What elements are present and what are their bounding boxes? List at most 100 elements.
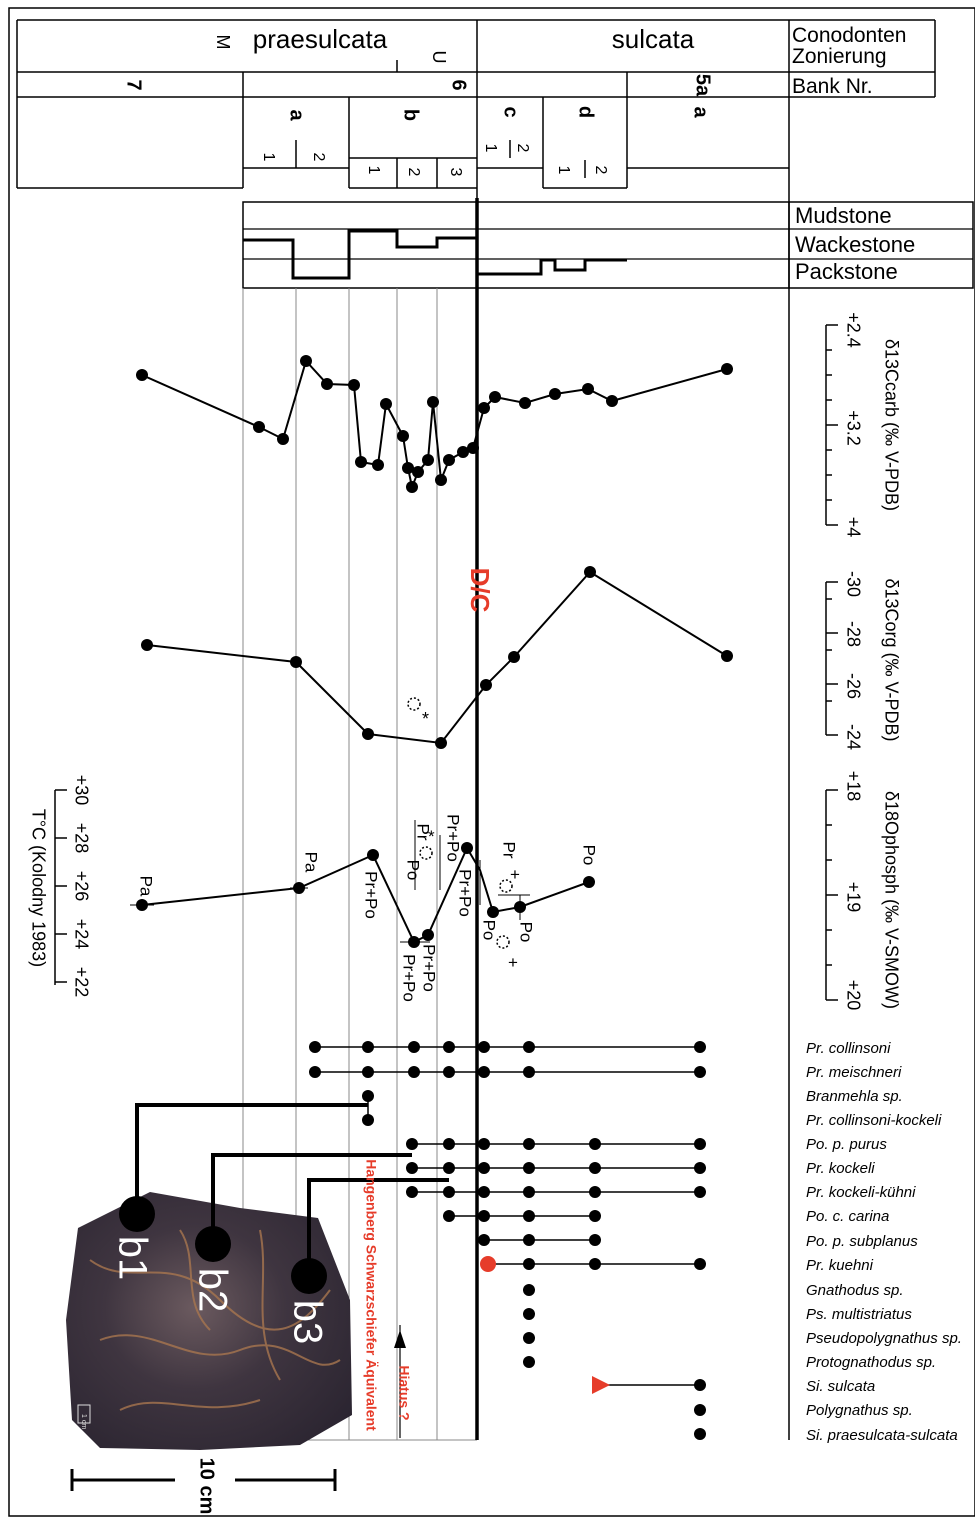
o18-tick-1: +18 [843, 771, 863, 802]
c13org-tick-1: -30 [843, 571, 863, 597]
photo-connectors [135, 1103, 449, 1273]
c13carb-axis-title: δ13Ccarb (‰ V-PDB) [881, 339, 901, 511]
temp-axis [54, 789, 67, 985]
photo-sample-dots [119, 1196, 327, 1294]
o18-axis [825, 789, 838, 1001]
sub-d2: 2 [592, 166, 609, 175]
temp-axis-labels: +30 +28 +26 +24 +22 T°C (Kolodny 1983) [28, 775, 91, 998]
c13carb-curve [136, 355, 733, 493]
packstone-label: Packstone [795, 259, 898, 284]
taxon-name: Gnathodus sp. [806, 1282, 904, 1299]
hangenberg-label: Hangenberg Schwarzschiefer Äquivalent [363, 1159, 379, 1431]
o18-mark-plus-2: + [508, 953, 518, 972]
taxon-name: Ps. multistriatus [806, 1306, 912, 1323]
o18-label-po-2: Po [580, 845, 599, 866]
zone-sulcata: sulcata [612, 24, 695, 54]
taxon-name: Pr. kockeli-kühni [806, 1184, 916, 1201]
o18-label-prpo-1: Pr+Po [362, 871, 381, 919]
sub-a: a [286, 109, 308, 121]
o18-curve [130, 820, 595, 949]
rock-photo [66, 1192, 352, 1450]
scale-bar [70, 1469, 337, 1491]
c13carb-axis-labels: +2.4 +3.2 +4 δ13Ccarb (‰ V-PDB) [843, 312, 901, 537]
sub-d1: 1 [555, 166, 572, 175]
o18-label-pa-2: Pa [302, 852, 321, 873]
taxa-list: Pr. collinsoni Pr. meischneri Branmehla … [806, 1040, 962, 1444]
taxon-name: Pr. collinsoni [806, 1040, 891, 1057]
o18-label-pr-2: Pr [500, 842, 519, 859]
conodonten-label-1: Conodonten [792, 24, 906, 47]
lithology-labels: Mudstone Wackestone Packstone [795, 203, 915, 284]
taxon-name: Si. sulcata [806, 1378, 875, 1395]
o18-label-prpo-2: Pr+Po [444, 814, 463, 862]
sample-b3-label: b3 [285, 1300, 329, 1345]
taxon-name: Po. p. purus [806, 1136, 887, 1153]
o18-axis-labels: +18 +19 +20 δ18Ophosph (‰ V-SMOW) [843, 771, 901, 1011]
sub-c: c [500, 106, 522, 117]
bank-5a: 5a [692, 74, 714, 97]
o18-mark-star: * [428, 827, 435, 846]
c13org-axis-labels: -30 -28 -26 -24 δ13Corg (‰ V-PDB) [843, 571, 901, 750]
lithology-panel [242, 201, 974, 289]
taxon-name: Pseudopolygnathus sp. [806, 1330, 962, 1347]
c13org-tick-2: -28 [843, 621, 863, 647]
o18-label-po-4: Po [517, 922, 536, 943]
mudstone-label: Mudstone [795, 203, 892, 228]
bank-7: 7 [123, 79, 145, 90]
header-labels: praesulcata sulcata M U Conodonten Zonie… [123, 24, 907, 177]
zone-label-m: M [213, 35, 233, 50]
o18-label-pa-1: Pa [137, 876, 156, 897]
temp-tick-5: +22 [71, 967, 91, 998]
temp-axis-title: T°C (Kolodny 1983) [28, 809, 48, 967]
sub-b: b [400, 109, 422, 121]
o18-label-po-3: Po [480, 920, 499, 941]
o18-tick-3: +20 [843, 980, 863, 1011]
o18-label-prpo-4: Pr+Po [400, 954, 419, 1002]
temp-tick-4: +24 [71, 919, 91, 950]
sample-b2-label: b2 [190, 1268, 234, 1313]
o18-label-pr-1: Pr [414, 824, 433, 841]
sub-c2: 2 [514, 144, 531, 153]
sulcata-first-occurrence-marker [592, 1376, 610, 1394]
taxon-name: Po. p. subplanus [806, 1233, 918, 1250]
sub-c1: 1 [482, 144, 499, 153]
o18-label-prpo-5: Pr+Po [420, 944, 439, 992]
c13carb-tick-2: +3.2 [843, 410, 863, 446]
c13carb-tick-3: +4 [843, 517, 863, 538]
taxon-name: Po. c. carina [806, 1208, 889, 1225]
sample-b1-label: b1 [110, 1236, 154, 1281]
sub-5a-a: a [690, 106, 712, 118]
wackestone-label: Wackestone [795, 232, 915, 257]
c13org-axis-title: δ13Corg (‰ V-PDB) [881, 578, 901, 741]
photo-cm-scale: 1 cm [80, 1414, 87, 1429]
taxa-range-dots [309, 1041, 706, 1440]
taxon-name: Branmehla sp. [806, 1088, 903, 1105]
taxon-name: Pr. kockeli [806, 1160, 875, 1177]
sub-a2: 2 [310, 153, 327, 162]
c13org-tick-4: -24 [843, 724, 863, 750]
bank-6: 6 [448, 79, 470, 90]
sub-a1: 1 [260, 153, 277, 162]
temp-tick-2: +28 [71, 823, 91, 854]
zone-praesulcata: praesulcata [253, 24, 388, 54]
bank-nr-label: Bank Nr. [792, 75, 873, 98]
o18-label-prpo-3: Pr+Po [456, 869, 475, 917]
sub-b2: 2 [405, 168, 422, 177]
photo-sample-labels: b1 b2 b3 1 cm [80, 1236, 329, 1430]
figure-frame [8, 7, 975, 1517]
c13org-curve: * [141, 566, 733, 749]
sub-b3: 3 [447, 168, 464, 177]
sub-b1: 1 [365, 166, 382, 175]
taxon-name: Pr. meischneri [806, 1064, 902, 1081]
o18-mark-plus-1: + [510, 865, 520, 884]
kuehni-first-occurrence-marker [480, 1256, 496, 1272]
temp-tick-3: +26 [71, 871, 91, 902]
taxon-name: Pr. collinsoni-kockeli [806, 1112, 942, 1129]
o18-labels: Pa Pa Pr+Po Pr+Po Pr+Po Pr+Po Pr Po Pr+P… [137, 814, 599, 1002]
taxon-name: Si. praesulcata-sulcata [806, 1427, 958, 1444]
dc-boundary-label: D/C [465, 568, 495, 613]
o18-axis-title: δ18Ophosph (‰ V-SMOW) [881, 791, 901, 1009]
c13org-axis [825, 581, 838, 736]
c13org-outlier-mark: * [422, 709, 429, 729]
